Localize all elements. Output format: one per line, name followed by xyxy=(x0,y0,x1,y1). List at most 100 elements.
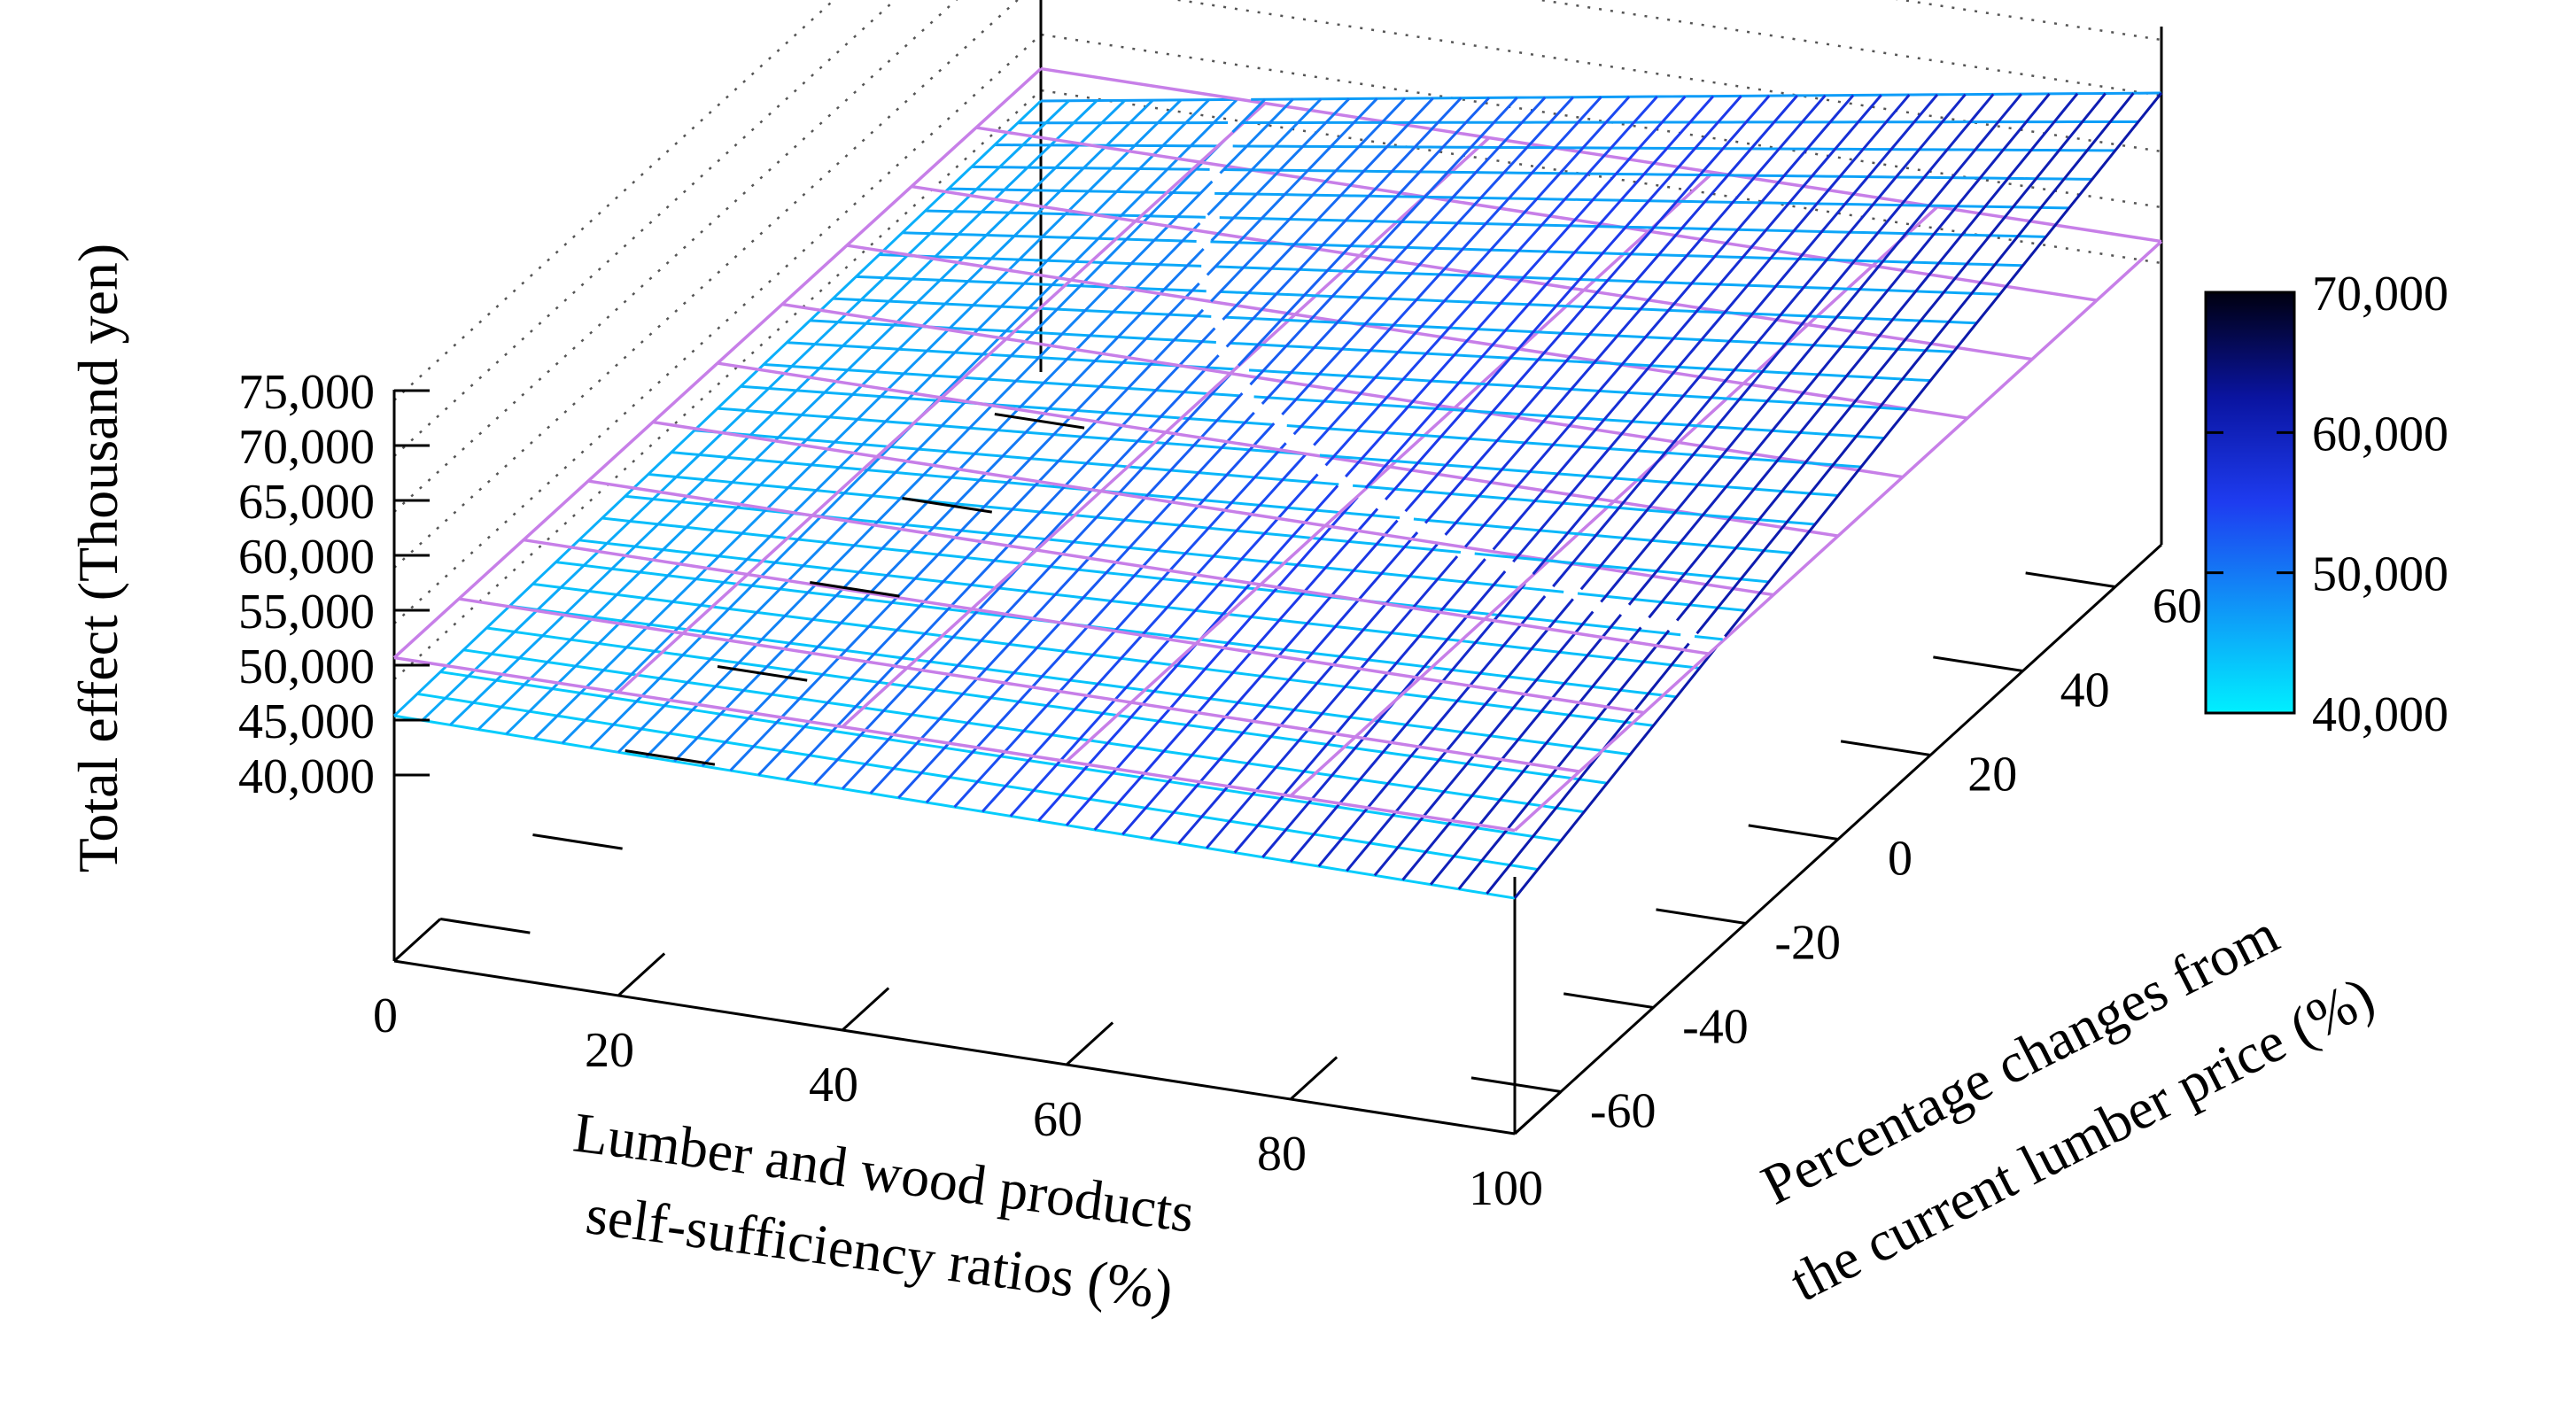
surface-grid-line xyxy=(971,165,1210,171)
surface-grid-line xyxy=(1463,94,1855,548)
x-tick-label: 80 xyxy=(1257,1127,1307,1182)
surface-grid-line xyxy=(879,253,1202,267)
surface-grid-line xyxy=(1231,98,1267,134)
surface-grid-line xyxy=(869,391,1244,795)
surface-grid-line xyxy=(1238,97,1491,367)
z-tick-label: 40,000 xyxy=(238,749,375,804)
surface-grid-line xyxy=(1286,424,1862,469)
surface-grid-line xyxy=(1232,144,2115,152)
plane-grid-line xyxy=(393,655,1516,833)
x-tick-mark xyxy=(1513,1090,1563,1136)
surface-grid-line xyxy=(764,362,1240,398)
y-tick-mark-left xyxy=(810,581,900,598)
surface-grid-line xyxy=(740,384,1274,426)
surface-grid-line xyxy=(982,453,1307,813)
surface-grid-line xyxy=(1457,629,1671,890)
surface-grid-line xyxy=(1384,95,1742,501)
surface-grid-line xyxy=(421,99,1070,722)
surface-grid-line xyxy=(1404,95,1771,513)
surface-grid-line xyxy=(1512,94,1911,563)
plane-grid-line xyxy=(458,597,1580,773)
surface-grid-line xyxy=(1513,646,1719,900)
z-axis-title: Total effect (Thousand yen) xyxy=(66,244,129,873)
surface-grid-line xyxy=(601,516,1681,637)
surface-grid-line xyxy=(841,373,1232,790)
x-tick-label: 60 xyxy=(1033,1092,1082,1147)
surface-grid-line xyxy=(833,297,1212,318)
z-tick-label: 45,000 xyxy=(238,694,375,749)
plane-grid-line xyxy=(717,361,1839,538)
y-tick-mark xyxy=(1563,992,1654,1009)
surface-grid-line xyxy=(1352,484,1816,526)
y-tick-label: 40 xyxy=(2060,663,2110,718)
surface-grid-line xyxy=(1205,555,1459,849)
surface-grid-line xyxy=(1532,93,1939,576)
surface-grid-line xyxy=(1249,97,1518,386)
x-tick-label: 40 xyxy=(809,1058,858,1112)
surface-grid-line xyxy=(1600,93,2023,603)
surface-grid-line xyxy=(1251,91,2162,101)
surfaces xyxy=(392,66,2163,900)
surface-grid-line xyxy=(729,282,1200,771)
surface-grid-line xyxy=(1627,92,2051,606)
surface-grid-line xyxy=(1065,496,1359,826)
surface-grid-line xyxy=(1093,508,1379,831)
y-tick-label: -20 xyxy=(1774,916,1841,971)
plane-grid-line xyxy=(911,184,2033,361)
plane-grid-line xyxy=(1289,205,1939,797)
surface-grid-line xyxy=(1429,626,1642,886)
surface-grid-line xyxy=(1206,97,1378,276)
surface-grid-line xyxy=(785,327,1216,781)
colorbar-tick-label: 60,000 xyxy=(2312,407,2448,461)
surface-grid-line xyxy=(1289,582,1526,863)
surface-grid-line xyxy=(1413,517,1792,554)
surface-grid-line xyxy=(1210,240,2023,267)
surface-grid-line xyxy=(673,221,1201,763)
surface-grid-line xyxy=(1281,96,1574,416)
surface-grid-line xyxy=(1121,519,1399,835)
x-tick-mark xyxy=(617,952,666,997)
surface-grid-line xyxy=(1648,92,2079,619)
surface-grid-line xyxy=(1474,552,1769,584)
y-tick-label: 60 xyxy=(2153,579,2202,634)
surface-grid-line xyxy=(1210,97,1407,303)
y-tick-mark xyxy=(1933,655,2023,672)
plane-grid-line xyxy=(781,302,1904,479)
surface-grid-line xyxy=(1694,634,1723,641)
y-tick-mark xyxy=(2025,571,2116,588)
back-grid-line xyxy=(393,0,2162,513)
surface-grid-line xyxy=(1346,598,1574,872)
y-tick-label: -40 xyxy=(1682,1000,1749,1055)
surface-grid-line xyxy=(505,99,1154,735)
surface-grid-line xyxy=(717,407,1307,456)
surface-grid-line xyxy=(1319,453,1839,498)
plane-grid-line xyxy=(1065,171,1715,763)
y-tick-mark xyxy=(1656,908,1746,925)
surface-grid-line xyxy=(1220,290,1977,325)
y-tick-label: -60 xyxy=(1590,1084,1657,1139)
colorbar-gradient xyxy=(2204,291,2296,715)
z-tick-label: 65,000 xyxy=(238,475,375,530)
y-tick-mark xyxy=(1748,824,1839,841)
surface-grid-line xyxy=(925,422,1276,803)
plane-grid-line xyxy=(1040,66,2162,244)
y-tick-label: 0 xyxy=(1888,832,1913,887)
y-tick-mark-left xyxy=(994,413,1085,430)
surface-grid-line xyxy=(1261,570,1507,858)
surface-grid-line xyxy=(1177,543,1439,845)
plane-grid-line xyxy=(846,244,1968,420)
surface-grid-line xyxy=(1233,558,1486,854)
surface-grid-line xyxy=(1401,613,1623,881)
surface-grid-line xyxy=(1230,341,1931,383)
plane-grid-line xyxy=(392,67,1043,659)
surface-grid-line xyxy=(953,442,1287,809)
y-tick-mark-left xyxy=(532,833,623,850)
surface-grid-line xyxy=(533,98,1183,740)
colorbar-tick-label: 70,000 xyxy=(2312,267,2448,322)
surface-grid-line xyxy=(1552,93,1967,588)
surface-grid-line xyxy=(392,99,1043,717)
surface-grid-line xyxy=(1486,642,1690,895)
surface-grid-line xyxy=(1214,191,2069,210)
surface-grid-line xyxy=(1675,92,2107,622)
y-tick-mark xyxy=(1840,740,1931,756)
